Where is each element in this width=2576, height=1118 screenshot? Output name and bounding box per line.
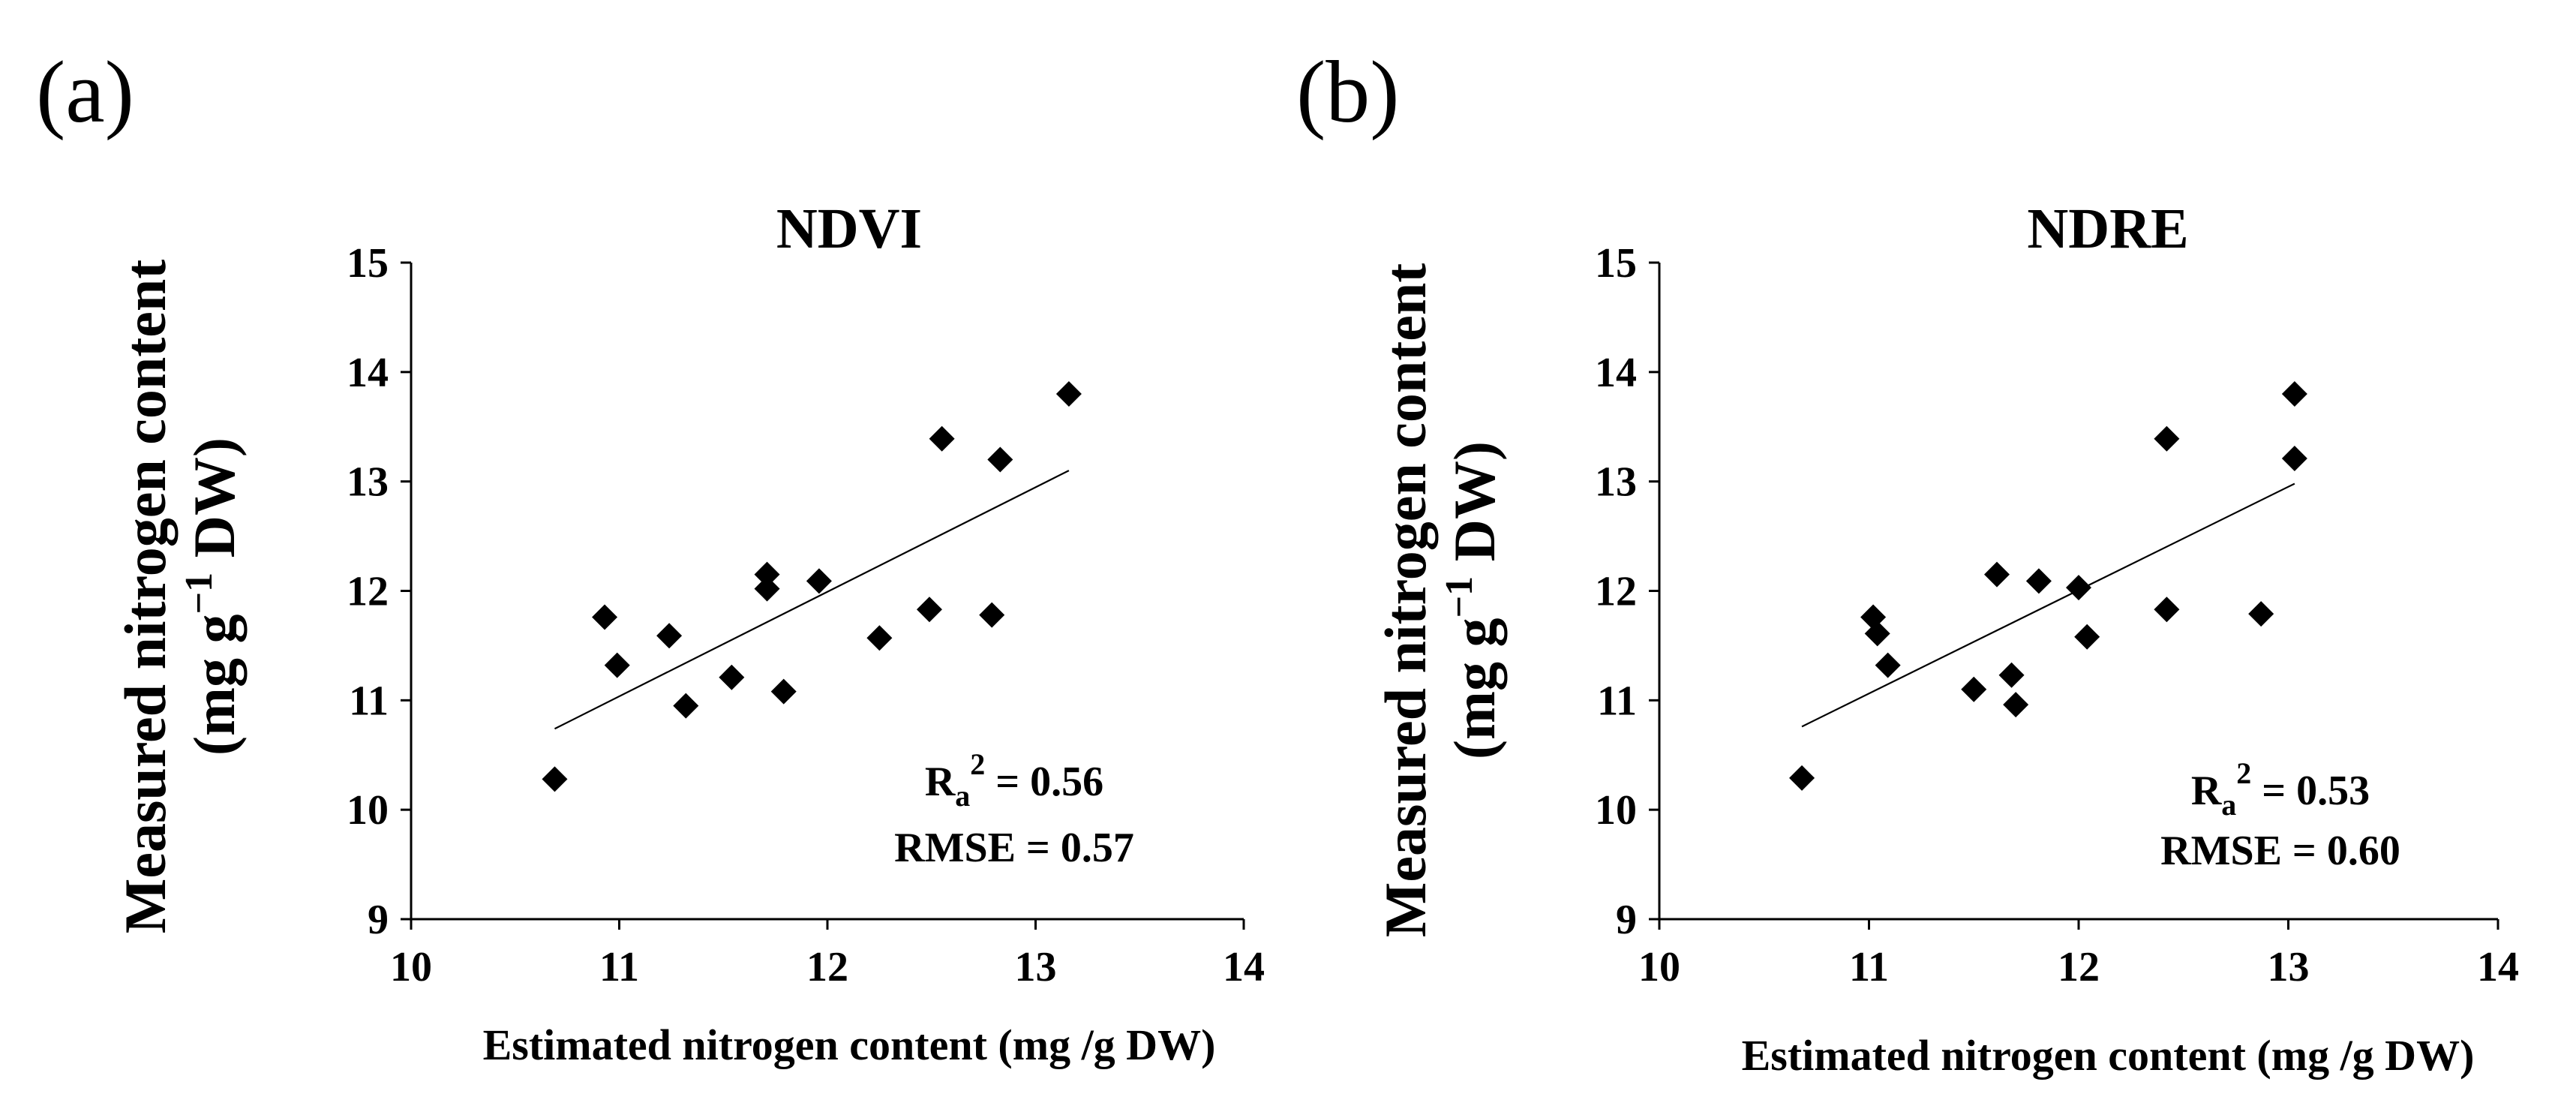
panel-a-y-tick-label: 11 bbox=[349, 678, 389, 724]
panel-a-data-point bbox=[673, 693, 699, 719]
panel-b-data-point bbox=[2074, 624, 2100, 650]
panel-a-ra2: Ra2 = 0.56 bbox=[925, 747, 1103, 813]
panel-a-data-point bbox=[656, 623, 683, 649]
panel-a-rmse: RMSE = 0.57 bbox=[894, 825, 1134, 871]
panel-a-y-tick-label: 13 bbox=[347, 459, 389, 506]
panel-a-data-point bbox=[542, 766, 568, 792]
panel-b-x-tick-label: 11 bbox=[1849, 944, 1889, 990]
panel-a-data-point bbox=[929, 425, 955, 452]
panel-b-data-point bbox=[2025, 568, 2052, 594]
panel-a-data-point bbox=[754, 561, 780, 588]
panel-b-data-point bbox=[2003, 692, 2029, 718]
panel-a-data-point bbox=[806, 568, 832, 594]
panel-a-data-point bbox=[1055, 381, 1082, 407]
panel-b-y-tick-label: 14 bbox=[1595, 350, 1637, 396]
panel-b-data-point bbox=[2154, 425, 2180, 452]
panel-b-rmse: RMSE = 0.60 bbox=[2160, 828, 2400, 874]
panel-a-title: NDVI bbox=[776, 197, 922, 260]
panel-b-x-tick-label: 12 bbox=[2058, 944, 2100, 990]
panel-b-ra2: Ra2 = 0.53 bbox=[2191, 756, 2370, 822]
panel-a-ylabel-line2: (mg g−1 DW) bbox=[178, 437, 247, 756]
panel-a-y-tick-label: 15 bbox=[347, 240, 389, 287]
panel-b-y-axis-label: Measured nitrogen content (mg g−1 DW) bbox=[1373, 263, 1507, 937]
panel-b-data-point bbox=[1789, 765, 1815, 791]
panel-a-data-point bbox=[604, 652, 630, 678]
panel-b-ylabel-line2: (mg g−1 DW) bbox=[1438, 441, 1507, 759]
panel-a-y-tick-label: 14 bbox=[347, 350, 389, 396]
panel-b-xlabel: Estimated nitrogen content (mg /g DW) bbox=[1742, 1031, 2475, 1080]
panel-b-letter: (b) bbox=[1296, 43, 1400, 141]
panel-a-data-point bbox=[916, 597, 942, 623]
panel-a: (a) NDVI Measured nitrogen content (mg g… bbox=[36, 43, 1265, 1069]
panel-b-trendline bbox=[1801, 482, 2295, 728]
panel-a-y-tick-label: 9 bbox=[368, 897, 389, 943]
panel-a-data-point bbox=[979, 602, 1005, 628]
panel-a-ylabel-line1: Measured nitrogen content bbox=[113, 260, 178, 933]
panel-b-x-tick-label: 10 bbox=[1638, 944, 1680, 990]
panel-b-y-tick-label: 9 bbox=[1616, 897, 1637, 943]
panel-b-y-tick-label: 15 bbox=[1595, 240, 1637, 287]
panel-a-x-tick-label: 10 bbox=[390, 944, 432, 990]
panel-a-data-point bbox=[754, 576, 780, 602]
panel-b-title: NDRE bbox=[2027, 197, 2188, 260]
panel-b-data-point bbox=[2154, 597, 2180, 623]
panel-b-y-tick-label: 12 bbox=[1595, 569, 1637, 615]
panel-b-data-point bbox=[1864, 621, 1890, 647]
panel-a-x-tick-label: 14 bbox=[1223, 944, 1265, 990]
panel-b-data-point bbox=[1983, 561, 2010, 588]
panel-a-xlabel: Estimated nitrogen content (mg /g DW) bbox=[483, 1020, 1216, 1069]
panel-b-x-tick-label: 14 bbox=[2477, 944, 2519, 990]
panel-a-data-point bbox=[719, 664, 745, 690]
panel-a-data-point bbox=[987, 446, 1013, 473]
panel-b-y-tick-label: 13 bbox=[1595, 459, 1637, 506]
panel-b-y-tick-label: 11 bbox=[1597, 678, 1637, 724]
panel-b-x-tick-label: 13 bbox=[2268, 944, 2310, 990]
panel-b-data-point bbox=[1875, 652, 1901, 678]
panel-a-trendline bbox=[554, 470, 1070, 730]
panel-a-data-point bbox=[592, 604, 618, 630]
panel-a-y-tick-label: 10 bbox=[347, 787, 389, 834]
panel-b-data-point bbox=[1961, 676, 1987, 702]
panel-b-data-point bbox=[1998, 662, 2025, 688]
panel-a-y-tick-label: 12 bbox=[347, 569, 389, 615]
panel-b-data-point bbox=[2248, 601, 2274, 627]
panel-b-data-point bbox=[2281, 446, 2307, 472]
panel-b-data-point bbox=[2066, 575, 2091, 601]
panel-a-x-tick-label: 11 bbox=[599, 944, 639, 990]
panel-b-data-point bbox=[2281, 381, 2307, 407]
panel-b-y-tick-label: 10 bbox=[1595, 787, 1637, 834]
panel-a-data-point bbox=[770, 678, 797, 705]
panel-a-y-axis-label: Measured nitrogen content (mg g−1 DW) bbox=[113, 260, 247, 933]
panel-a-x-tick-label: 13 bbox=[1015, 944, 1057, 990]
panel-b: (b) NDRE Measured nitrogen content (mg g… bbox=[1296, 43, 2519, 1080]
panel-a-x-tick-label: 12 bbox=[806, 944, 848, 990]
panel-a-data-point bbox=[866, 625, 893, 651]
panel-b-ylabel-line1: Measured nitrogen content bbox=[1373, 263, 1438, 937]
panel-a-letter: (a) bbox=[36, 43, 134, 141]
